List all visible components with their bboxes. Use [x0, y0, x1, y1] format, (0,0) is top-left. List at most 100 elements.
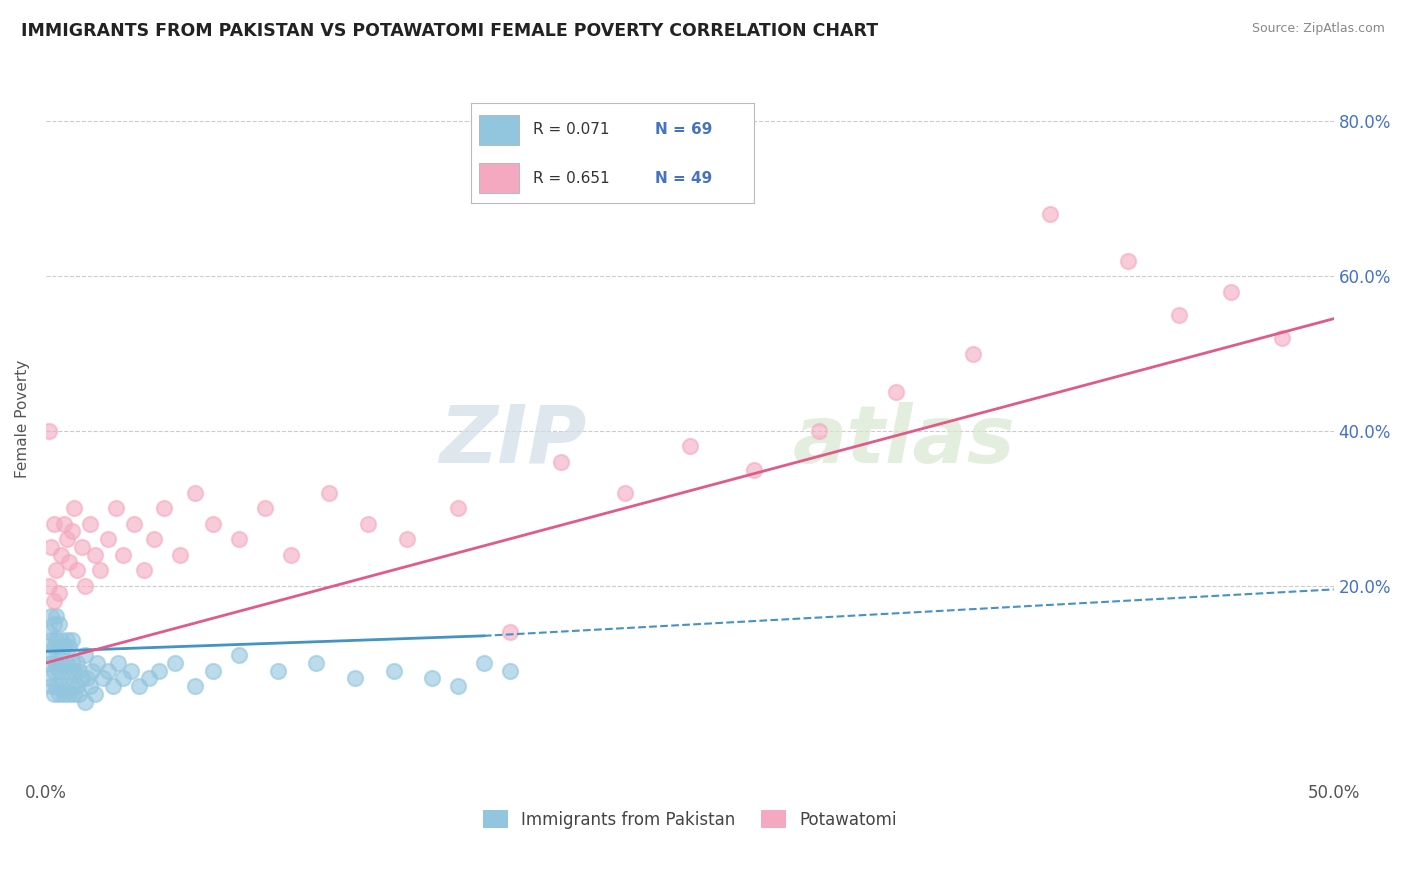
Point	[48, 617, 70, 632]
Point	[55, 532, 77, 546]
Point	[39, 632, 62, 647]
Point	[382, 664, 405, 678]
Point	[132, 563, 155, 577]
Point	[42, 617, 65, 632]
Point	[169, 548, 191, 562]
Point	[55, 632, 77, 647]
Point	[122, 516, 145, 531]
Point	[420, 672, 443, 686]
Point	[42, 687, 65, 701]
Point	[63, 501, 86, 516]
Point	[42, 594, 65, 608]
Point	[45, 563, 67, 577]
Point	[76, 672, 98, 686]
Point	[70, 540, 93, 554]
Point	[101, 679, 124, 693]
Point	[63, 664, 86, 678]
Point	[66, 679, 89, 693]
Point	[498, 624, 520, 639]
Point	[66, 656, 89, 670]
Point	[53, 640, 76, 655]
Point	[45, 679, 67, 693]
Point	[395, 532, 418, 546]
Point	[69, 664, 91, 678]
Point	[38, 672, 60, 686]
Point	[148, 664, 170, 678]
Point	[112, 548, 135, 562]
Point	[38, 648, 60, 662]
Point	[39, 540, 62, 554]
Point	[60, 632, 83, 647]
Point	[184, 485, 207, 500]
Point	[742, 462, 765, 476]
Point	[58, 555, 80, 569]
Point	[51, 548, 73, 562]
Point	[447, 501, 470, 516]
Point	[202, 516, 225, 531]
Point	[42, 640, 65, 655]
Point	[58, 640, 80, 655]
Text: ZIP: ZIP	[440, 401, 586, 480]
Point	[343, 672, 366, 686]
Point	[55, 679, 77, 693]
Point	[143, 532, 166, 546]
Point	[104, 501, 127, 516]
Point	[73, 695, 96, 709]
Point	[79, 516, 101, 531]
Point	[357, 516, 380, 531]
Point	[60, 656, 83, 670]
Point	[614, 485, 637, 500]
Point	[48, 586, 70, 600]
Point	[66, 563, 89, 577]
Point	[97, 664, 120, 678]
Point	[60, 679, 83, 693]
Point	[318, 485, 340, 500]
Point	[53, 516, 76, 531]
Point	[1039, 207, 1062, 221]
Point	[38, 578, 60, 592]
Point	[128, 679, 150, 693]
Point	[163, 656, 186, 670]
Point	[70, 672, 93, 686]
Legend: Immigrants from Pakistan, Potawatomi: Immigrants from Pakistan, Potawatomi	[477, 804, 903, 835]
Point	[45, 656, 67, 670]
Point	[228, 532, 250, 546]
Point	[120, 664, 142, 678]
Point	[53, 664, 76, 678]
Point	[69, 687, 91, 701]
Point	[498, 664, 520, 678]
Point	[48, 640, 70, 655]
Point	[1168, 308, 1191, 322]
Point	[153, 501, 176, 516]
Point	[107, 656, 129, 670]
Point	[51, 679, 73, 693]
Point	[807, 424, 830, 438]
Point	[42, 664, 65, 678]
Point	[82, 664, 104, 678]
Point	[1116, 253, 1139, 268]
Point	[447, 679, 470, 693]
Point	[97, 532, 120, 546]
Point	[89, 563, 111, 577]
Point	[58, 664, 80, 678]
Point	[472, 656, 495, 670]
Point	[550, 455, 572, 469]
Point	[45, 609, 67, 624]
Point	[63, 687, 86, 701]
Point	[48, 687, 70, 701]
Point	[1219, 285, 1241, 299]
Text: atlas: atlas	[793, 401, 1015, 480]
Point	[228, 648, 250, 662]
Point	[39, 609, 62, 624]
Point	[39, 679, 62, 693]
Point	[42, 516, 65, 531]
Point	[305, 656, 328, 670]
Y-axis label: Female Poverty: Female Poverty	[15, 360, 30, 478]
Point	[45, 632, 67, 647]
Point	[38, 424, 60, 438]
Point	[51, 632, 73, 647]
Point	[73, 648, 96, 662]
Point	[86, 656, 108, 670]
Text: Source: ZipAtlas.com: Source: ZipAtlas.com	[1251, 22, 1385, 36]
Point	[48, 664, 70, 678]
